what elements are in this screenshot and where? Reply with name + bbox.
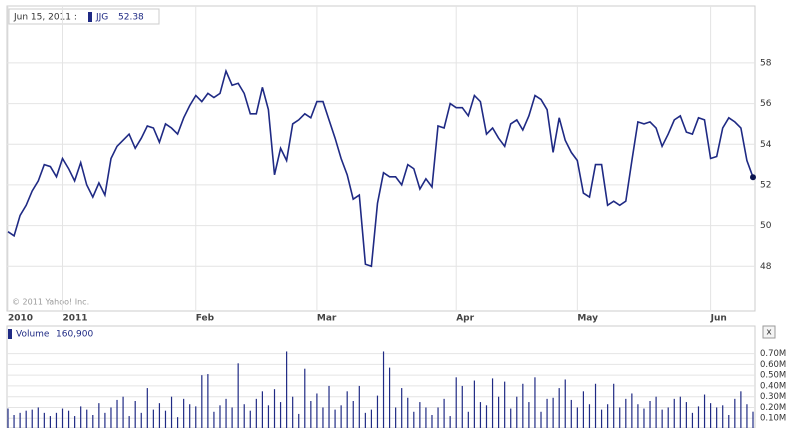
close-label[interactable]: x — [766, 328, 772, 338]
x-tick-label: Mar — [317, 314, 337, 324]
legend-label: Volume — [16, 330, 50, 340]
y-tick-label: 48 — [760, 262, 772, 272]
volume-panel — [6, 325, 756, 428]
x-tick-label: 2010 — [8, 314, 33, 324]
header-date: Jun 15, 2011 : — [13, 13, 77, 23]
y-tick-label: 52 — [760, 180, 771, 190]
y-tick-label: 0.40M — [760, 381, 786, 391]
legend-swatch — [88, 12, 92, 22]
y-tick-label: 0.20M — [760, 403, 786, 413]
y-tick-label: 56 — [760, 99, 772, 109]
x-tick-label: Feb — [196, 314, 215, 324]
header-box — [8, 8, 160, 25]
y-tick-label: 0.50M — [760, 371, 786, 381]
legend-label: JJG — [95, 13, 108, 23]
y-tick-label: 50 — [760, 221, 772, 231]
x-tick-label: Apr — [456, 314, 474, 324]
legend-swatch — [8, 329, 12, 339]
price-line — [7, 68, 754, 268]
x-tick-label: May — [577, 314, 598, 324]
y-tick-label: 54 — [760, 140, 772, 150]
copyright: © 2011 Yahoo! Inc. — [12, 298, 89, 307]
price-panel — [6, 5, 756, 312]
x-tick-label: 2011 — [63, 314, 88, 324]
y-tick-label: 58 — [760, 58, 772, 68]
last-point — [750, 174, 756, 181]
x-tick-label: Jun — [710, 314, 727, 324]
y-tick-label: 0.10M — [760, 414, 786, 424]
y-tick-label: 0.70M — [760, 349, 786, 359]
y-tick-label: 0.30M — [760, 392, 786, 402]
legend-value: 52.38 — [118, 13, 144, 23]
close-button[interactable] — [762, 325, 776, 339]
legend-value: 160,900 — [56, 330, 93, 340]
y-tick-label: 0.60M — [760, 360, 786, 370]
